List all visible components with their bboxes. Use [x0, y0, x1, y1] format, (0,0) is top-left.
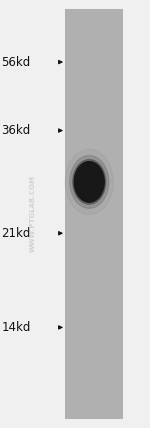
Ellipse shape	[65, 149, 113, 214]
Text: 14kd: 14kd	[2, 321, 31, 334]
Text: WWW.PTGLAB.COM: WWW.PTGLAB.COM	[30, 175, 36, 253]
Text: 56kd: 56kd	[2, 56, 31, 68]
Ellipse shape	[74, 162, 104, 202]
Ellipse shape	[73, 160, 106, 204]
Bar	[65, 9, 123, 419]
Text: 21kd: 21kd	[2, 227, 31, 240]
Text: 36kd: 36kd	[2, 124, 31, 137]
Ellipse shape	[70, 155, 109, 208]
